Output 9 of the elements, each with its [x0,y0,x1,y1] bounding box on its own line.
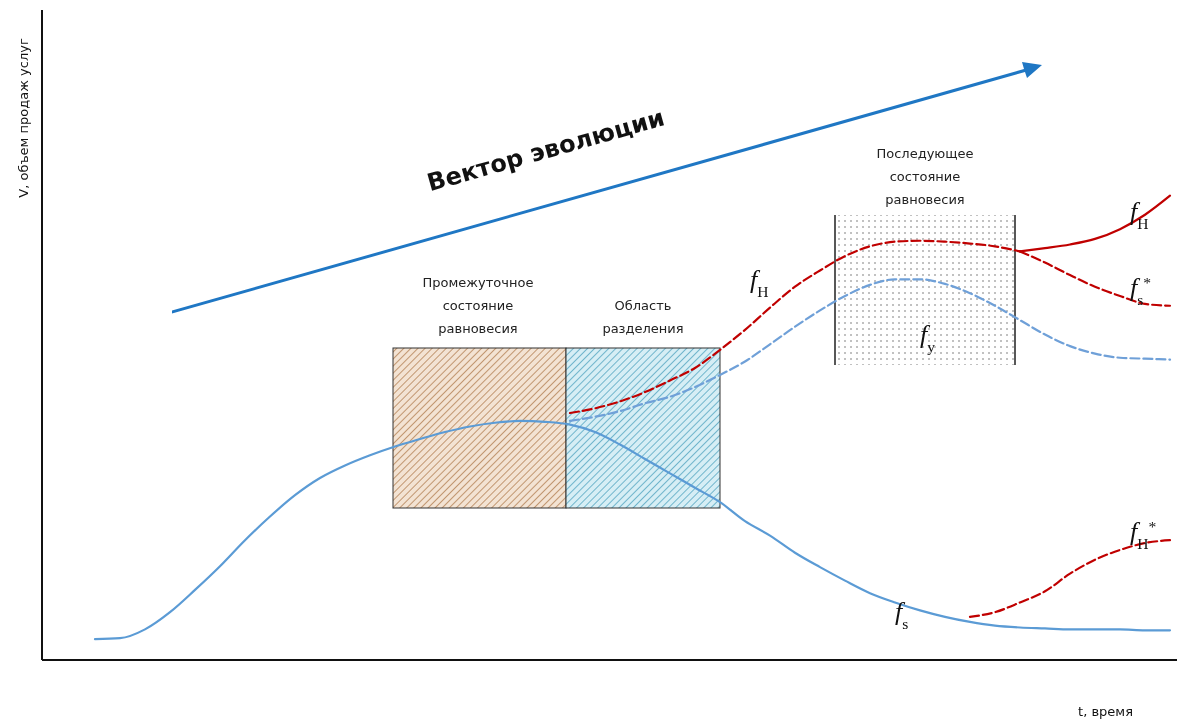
annotation: Последующее состояние равновесия [876,146,974,207]
series-label: f$_{у}$ [920,320,936,355]
annotation: Промежуточное состояние равновесия [422,275,534,336]
x-axis-title: t, время [1078,704,1133,719]
series-label: f$_{Н}$ [1130,197,1149,232]
y-axis-title: V, объем продаж услуг [16,38,31,198]
series-label: f$_{Н}$ [750,265,769,300]
series-label: f$_{s}$ [895,597,909,632]
annotation: Область разделения [602,298,684,336]
